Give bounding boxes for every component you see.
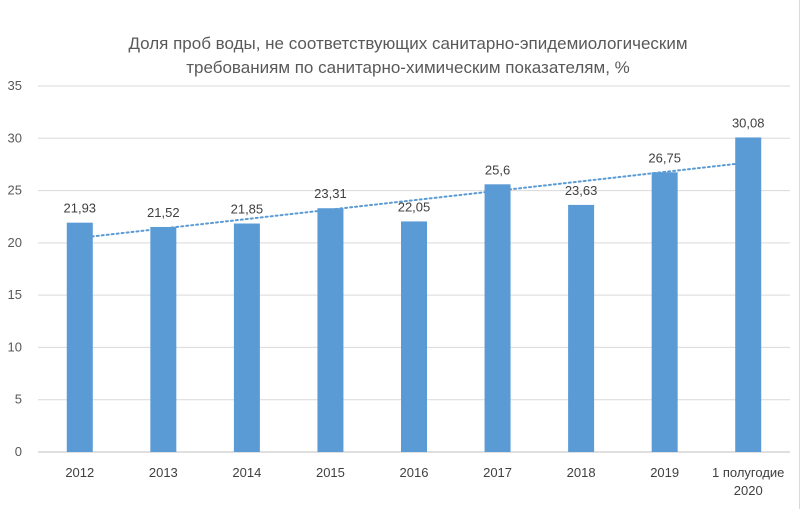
bar: [317, 208, 344, 452]
bar: [401, 221, 427, 452]
trend-line: [90, 162, 738, 238]
chart-title: Доля проб воды, не соответствующих санит…: [128, 34, 687, 77]
data-label: 23,31: [314, 186, 347, 201]
x-tick-label: 2012: [65, 465, 94, 480]
y-tick-label: 35: [8, 78, 22, 93]
chart-title-line: Доля проб воды, не соответствующих санит…: [128, 34, 687, 53]
data-label: 21,85: [231, 202, 264, 217]
y-tick-label: 30: [8, 130, 22, 145]
y-axis: 0 5 10 15 20 25 30 35: [8, 78, 22, 459]
y-tick-label: 10: [8, 339, 22, 354]
data-label: 25,6: [485, 162, 510, 177]
x-tick-label: 1 полугодие: [712, 465, 784, 480]
trendline: [90, 162, 738, 238]
bar: [484, 184, 511, 452]
data-label: 30,08: [732, 115, 765, 130]
x-tick-label: 2018: [567, 465, 596, 480]
data-label: 22,05: [398, 199, 431, 214]
y-tick-label: 0: [15, 444, 22, 459]
chart-title-line: требованиям по санитарно-химическим пока…: [186, 58, 630, 77]
x-tick-label: 2019: [650, 465, 679, 480]
data-label: 21,52: [147, 205, 180, 220]
x-tick-label: 2020: [734, 483, 763, 498]
y-tick-label: 20: [8, 235, 22, 250]
data-label: 23,63: [565, 183, 598, 198]
x-axis: 2012 2013 2014 2015 2016 2017 2018 2019 1 полуго…: [65, 465, 784, 498]
y-tick-label: 25: [8, 183, 22, 198]
bars: [66, 137, 762, 452]
bar: [66, 222, 93, 452]
bar: [150, 226, 177, 452]
bar: [233, 223, 260, 452]
data-label: 21,93: [64, 201, 97, 216]
data-labels: 21,93 21,52 21,85 23,31 22,05 25,6 23,63 26,75 3…: [64, 115, 765, 220]
bar: [568, 204, 595, 452]
y-tick-label: 5: [15, 392, 22, 407]
data-label: 26,75: [648, 150, 681, 165]
x-tick-label: 2013: [149, 465, 178, 480]
x-tick-label: 2017: [483, 465, 512, 480]
bar: [735, 137, 762, 452]
bar: [651, 172, 678, 452]
y-tick-label: 15: [8, 287, 22, 302]
x-tick-label: 2015: [316, 465, 345, 480]
x-tick-label: 2014: [232, 465, 261, 480]
x-tick-label: 2016: [400, 465, 429, 480]
